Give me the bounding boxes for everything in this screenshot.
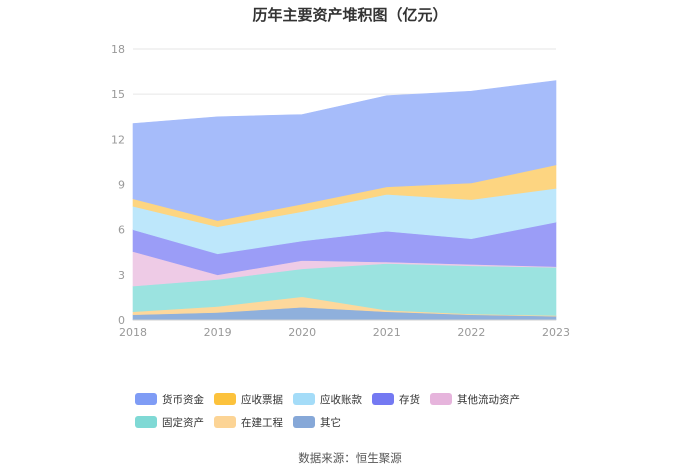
legend-item[interactable]: 固定资产 — [135, 415, 204, 429]
legend-item[interactable]: 存货 — [372, 392, 420, 406]
legend-item[interactable]: 其他流动资产 — [430, 392, 520, 406]
legend-item[interactable]: 货币资金 — [135, 392, 204, 406]
legend-label: 应收票据 — [241, 393, 283, 406]
chart-title: 历年主要资产堆积图（亿元） — [252, 6, 448, 24]
legend-swatch — [135, 416, 157, 428]
x-tick-label: 2018 — [119, 326, 147, 339]
y-tick-label: 15 — [111, 88, 125, 101]
legend-label: 固定资产 — [162, 416, 204, 429]
y-tick-label: 18 — [111, 43, 125, 56]
x-tick-label: 2021 — [373, 326, 401, 339]
legend-label: 应收账款 — [320, 393, 362, 406]
area-series-7 — [132, 80, 557, 221]
legend-swatch — [293, 416, 315, 428]
x-tick-label: 2019 — [204, 326, 232, 339]
y-tick-label: 12 — [111, 133, 125, 146]
y-tick-label: 9 — [118, 179, 125, 192]
x-tick-label: 2022 — [457, 326, 485, 339]
legend-label: 在建工程 — [241, 416, 283, 429]
legend-label: 存货 — [399, 393, 420, 406]
legend-swatch — [214, 416, 236, 428]
legend-swatch — [293, 393, 315, 405]
x-tick-label: 2020 — [288, 326, 316, 339]
y-tick-label: 0 — [118, 314, 125, 327]
legend-label: 货币资金 — [162, 393, 204, 406]
y-tick-label: 3 — [118, 269, 125, 282]
x-tick-label: 2023 — [542, 326, 570, 339]
legend-item[interactable]: 应收账款 — [293, 392, 362, 406]
legend-swatch — [430, 393, 452, 405]
y-tick-label: 6 — [118, 224, 125, 237]
data-source-note: 数据来源：恒生聚源 — [298, 451, 402, 465]
legend-item[interactable]: 在建工程 — [214, 415, 283, 429]
legend-label: 其他流动资产 — [457, 393, 520, 406]
legend-item[interactable]: 应收票据 — [214, 392, 283, 406]
legend-item[interactable]: 其它 — [293, 415, 341, 429]
chart-legend: 货币资金 应收票据 应收账款 存货 其他流动资产固定资产 在建工程 其它 — [135, 390, 595, 436]
legend-swatch — [372, 393, 394, 405]
legend-label: 其它 — [320, 416, 341, 429]
legend-swatch — [214, 393, 236, 405]
legend-swatch — [135, 393, 157, 405]
